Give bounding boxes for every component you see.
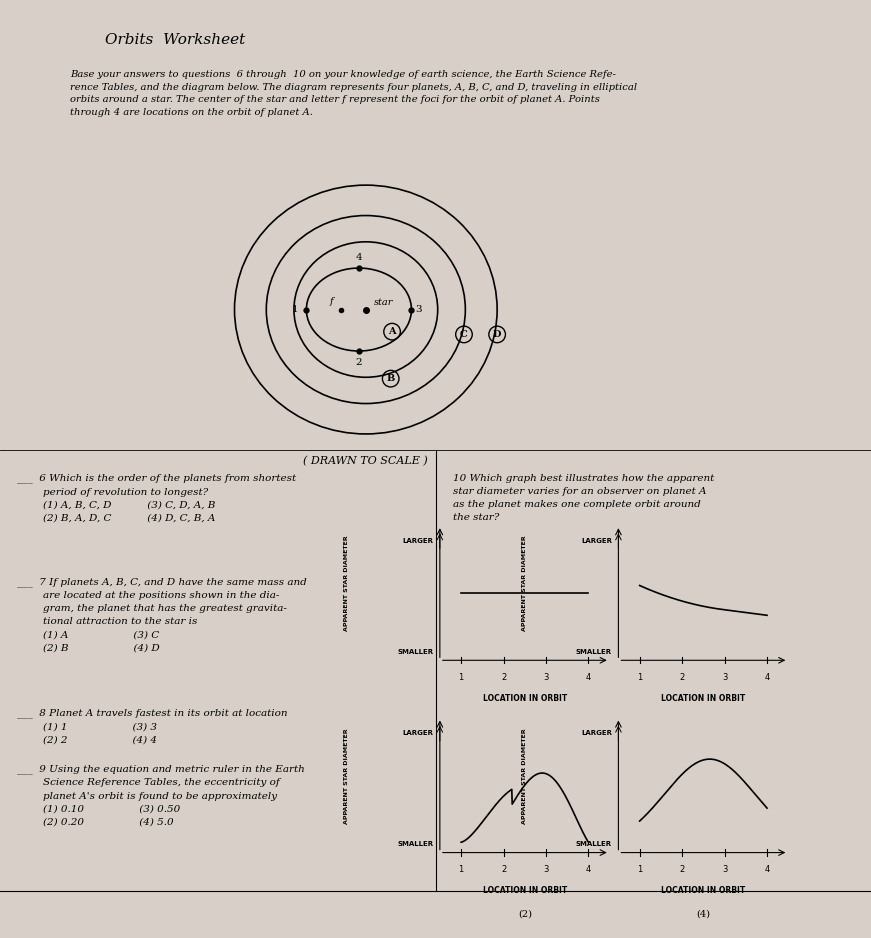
Text: 1: 1	[458, 673, 463, 682]
Text: SMALLER: SMALLER	[576, 841, 612, 847]
Text: ___  9 Using the equation and metric ruler in the Earth
        Science Referenc: ___ 9 Using the equation and metric rule…	[17, 764, 305, 827]
Text: LOCATION IN ORBIT: LOCATION IN ORBIT	[661, 693, 746, 703]
Text: 1: 1	[458, 865, 463, 874]
Text: LARGER: LARGER	[402, 537, 434, 544]
Text: f: f	[330, 297, 334, 306]
Text: A: A	[388, 327, 396, 336]
Text: LOCATION IN ORBIT: LOCATION IN ORBIT	[483, 693, 567, 703]
Text: 3: 3	[722, 865, 727, 874]
Text: (2): (2)	[517, 910, 532, 918]
Text: ( DRAWN TO SCALE ): ( DRAWN TO SCALE )	[303, 456, 429, 466]
Text: 4: 4	[355, 252, 362, 262]
Text: LARGER: LARGER	[581, 730, 612, 736]
Text: 3: 3	[722, 673, 727, 682]
Text: ___  8 Planet A travels fastest in its orbit at location
        (1) 1          : ___ 8 Planet A travels fastest in its or…	[17, 708, 288, 744]
Text: star: star	[375, 298, 394, 308]
Text: SMALLER: SMALLER	[576, 649, 612, 655]
Text: APPARENT STAR DIAMETER: APPARENT STAR DIAMETER	[523, 536, 528, 631]
Text: ___  7 If planets A, B, C, and D have the same mass and
        are located at t: ___ 7 If planets A, B, C, and D have the…	[17, 577, 307, 653]
Text: APPARENT STAR DIAMETER: APPARENT STAR DIAMETER	[344, 536, 349, 631]
Text: SMALLER: SMALLER	[397, 649, 434, 655]
Text: 2: 2	[355, 357, 362, 367]
Text: (4): (4)	[696, 910, 711, 918]
Text: ___  6 Which is the order of the planets from shortest
        period of revolut: ___ 6 Which is the order of the planets …	[17, 474, 296, 523]
Text: 3: 3	[544, 865, 549, 874]
Text: Base your answers to questions  6 through  10 on your knowledge of earth science: Base your answers to questions 6 through…	[70, 70, 637, 117]
Text: 4: 4	[586, 673, 591, 682]
Text: B: B	[387, 374, 395, 383]
Text: 2: 2	[679, 865, 685, 874]
Text: 3: 3	[544, 673, 549, 682]
Text: 1: 1	[637, 865, 642, 874]
Text: 4: 4	[586, 865, 591, 874]
Text: 3: 3	[415, 305, 422, 314]
Text: Orbits  Worksheet: Orbits Worksheet	[105, 33, 245, 47]
Text: (1): (1)	[517, 718, 532, 726]
Text: SMALLER: SMALLER	[397, 841, 434, 847]
Text: C: C	[460, 330, 468, 339]
Text: (3): (3)	[696, 718, 711, 726]
Text: 1: 1	[637, 673, 642, 682]
Text: 10 Which graph best illustrates how the apparent
star diameter varies for an obs: 10 Which graph best illustrates how the …	[453, 474, 714, 522]
Text: 4: 4	[765, 865, 770, 874]
Text: 2: 2	[501, 673, 506, 682]
Text: APPARENT STAR DIAMETER: APPARENT STAR DIAMETER	[344, 728, 349, 824]
Text: 2: 2	[679, 673, 685, 682]
Text: D: D	[493, 330, 502, 339]
Text: LOCATION IN ORBIT: LOCATION IN ORBIT	[661, 885, 746, 895]
Text: 2: 2	[501, 865, 506, 874]
Text: 4: 4	[765, 673, 770, 682]
Text: LOCATION IN ORBIT: LOCATION IN ORBIT	[483, 885, 567, 895]
Text: LARGER: LARGER	[581, 537, 612, 544]
Text: LARGER: LARGER	[402, 730, 434, 736]
Text: 1: 1	[292, 305, 299, 314]
Text: APPARENT STAR DIAMETER: APPARENT STAR DIAMETER	[523, 728, 528, 824]
